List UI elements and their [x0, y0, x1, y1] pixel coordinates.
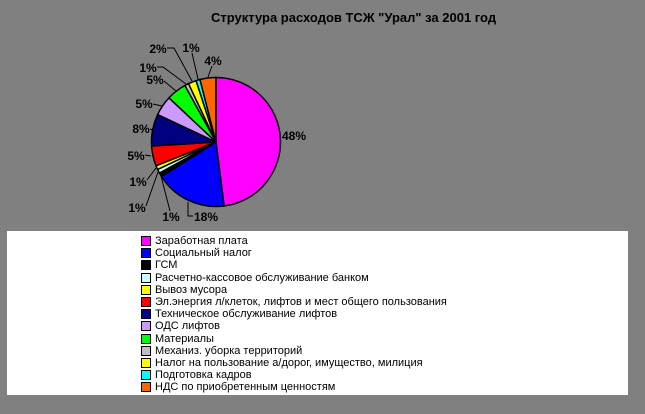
legend-color-swatch: [141, 382, 151, 393]
legend-item-label: НДС по приобретенным ценностям: [155, 381, 336, 394]
legend-item[interactable]: НДС по приобретенным ценностям: [141, 381, 628, 393]
legend-item[interactable]: Эл.энергия л/клеток, лифтов и мест общег…: [141, 296, 628, 308]
pie-slice[interactable]: [199, 76, 217, 143]
legend-color-swatch: [141, 284, 151, 295]
legend-color-swatch: [141, 370, 151, 381]
legend-item-label: Подготовка кадров: [155, 369, 252, 382]
pie-percent-label: 5%: [146, 73, 164, 87]
legend-item-label: ОДС лифтов: [155, 320, 221, 333]
legend-item[interactable]: Налог на пользование а/дорог, имущество,…: [141, 357, 628, 369]
legend-item-label: Социальный налог: [155, 247, 252, 260]
legend-color-swatch: [141, 357, 151, 368]
pie-percent-label: 5%: [127, 149, 145, 163]
pie-percent-label: 1%: [128, 201, 146, 215]
pie-percent-label: 4%: [204, 54, 222, 68]
legend-item-label: Механиз. уборка территорий: [155, 344, 303, 357]
label-leader-line: [157, 66, 187, 85]
legend-item-label: Заработная плата: [155, 235, 248, 248]
legend-item-label: Расчетно-кассовое обслуживание банком: [155, 271, 369, 284]
label-leader-line: [187, 202, 193, 217]
legend-item[interactable]: Техническое обслуживание лифтов: [141, 308, 628, 320]
legend-rows: Заработная плата Социальный налог ГСМ Расче…: [141, 235, 628, 393]
legend-item-label: ГСМ: [155, 259, 178, 272]
label-leader-line: [207, 65, 213, 78]
legend-item[interactable]: Расчетно-кассовое обслуживание банком: [141, 272, 628, 284]
pie-percent-label: 48%: [282, 129, 306, 143]
chart-title[interactable]: Структура расходов ТСЖ "Урал" за 2001 го…: [211, 10, 497, 25]
legend-item-label: Налог на пользование а/дорог, имущество,…: [155, 356, 423, 369]
legend-item[interactable]: Вывоз мусора: [141, 284, 628, 296]
label-leader-line: [146, 167, 157, 181]
pie-percent-label: 1%: [139, 61, 157, 75]
legend-color-swatch: [141, 321, 151, 332]
legend-color-swatch: [141, 309, 151, 320]
legend-item[interactable]: ОДС лифтов: [141, 320, 628, 332]
legend-color-swatch: [141, 345, 151, 356]
legend-item[interactable]: Подготовка кадров: [141, 369, 628, 381]
pie-percent-label: 1%: [182, 41, 200, 55]
legend-color-swatch: [141, 248, 151, 259]
label-leader-line: [145, 171, 159, 207]
label-leader-line: [152, 103, 163, 107]
pie-chart: 48%18%1%1%1%5%8%5%5%1%2% 1%4%: [127, 41, 306, 224]
legend-color-swatch: [141, 272, 151, 283]
pie-percent-label: 1%: [162, 210, 180, 224]
pie-percent-label: 8%: [132, 122, 150, 136]
pie-slice[interactable]: [215, 76, 282, 207]
legend-item[interactable]: ГСМ: [141, 259, 628, 271]
label-leader-line: [160, 175, 171, 212]
legend-item-label: Вывоз мусора: [155, 283, 228, 296]
legend-item[interactable]: Материалы: [141, 333, 628, 345]
label-leader-line: [191, 52, 199, 80]
legend[interactable]: Заработная плата Социальный налог ГСМ Расче…: [7, 231, 628, 395]
pie-percent-label: 5%: [135, 97, 153, 111]
legend-item[interactable]: Социальный налог: [141, 247, 628, 259]
legend-color-swatch: [141, 297, 151, 308]
legend-item[interactable]: Механиз. уборка территорий: [141, 345, 628, 357]
legend-color-swatch: [141, 236, 151, 247]
pie-percent-label: 18%: [194, 210, 218, 224]
legend-color-swatch: [141, 333, 151, 344]
legend-item-label: Техническое обслуживание лифтов: [155, 308, 338, 321]
pie-percent-label: 2%: [149, 42, 167, 56]
label-leader-line: [149, 128, 153, 131]
label-leader-line: [144, 154, 152, 157]
pie-slice[interactable]: [160, 140, 225, 208]
label-leader-line: [167, 47, 193, 82]
legend-item-label: Материалы: [155, 332, 214, 345]
legend-item[interactable]: Заработная плата: [141, 235, 628, 247]
pie-percent-label: 1%: [129, 175, 147, 189]
legend-color-swatch: [141, 260, 151, 271]
legend-item-label: Эл.энергия л/клеток, лифтов и мест общег…: [155, 296, 447, 309]
label-leader-line: [163, 80, 177, 92]
